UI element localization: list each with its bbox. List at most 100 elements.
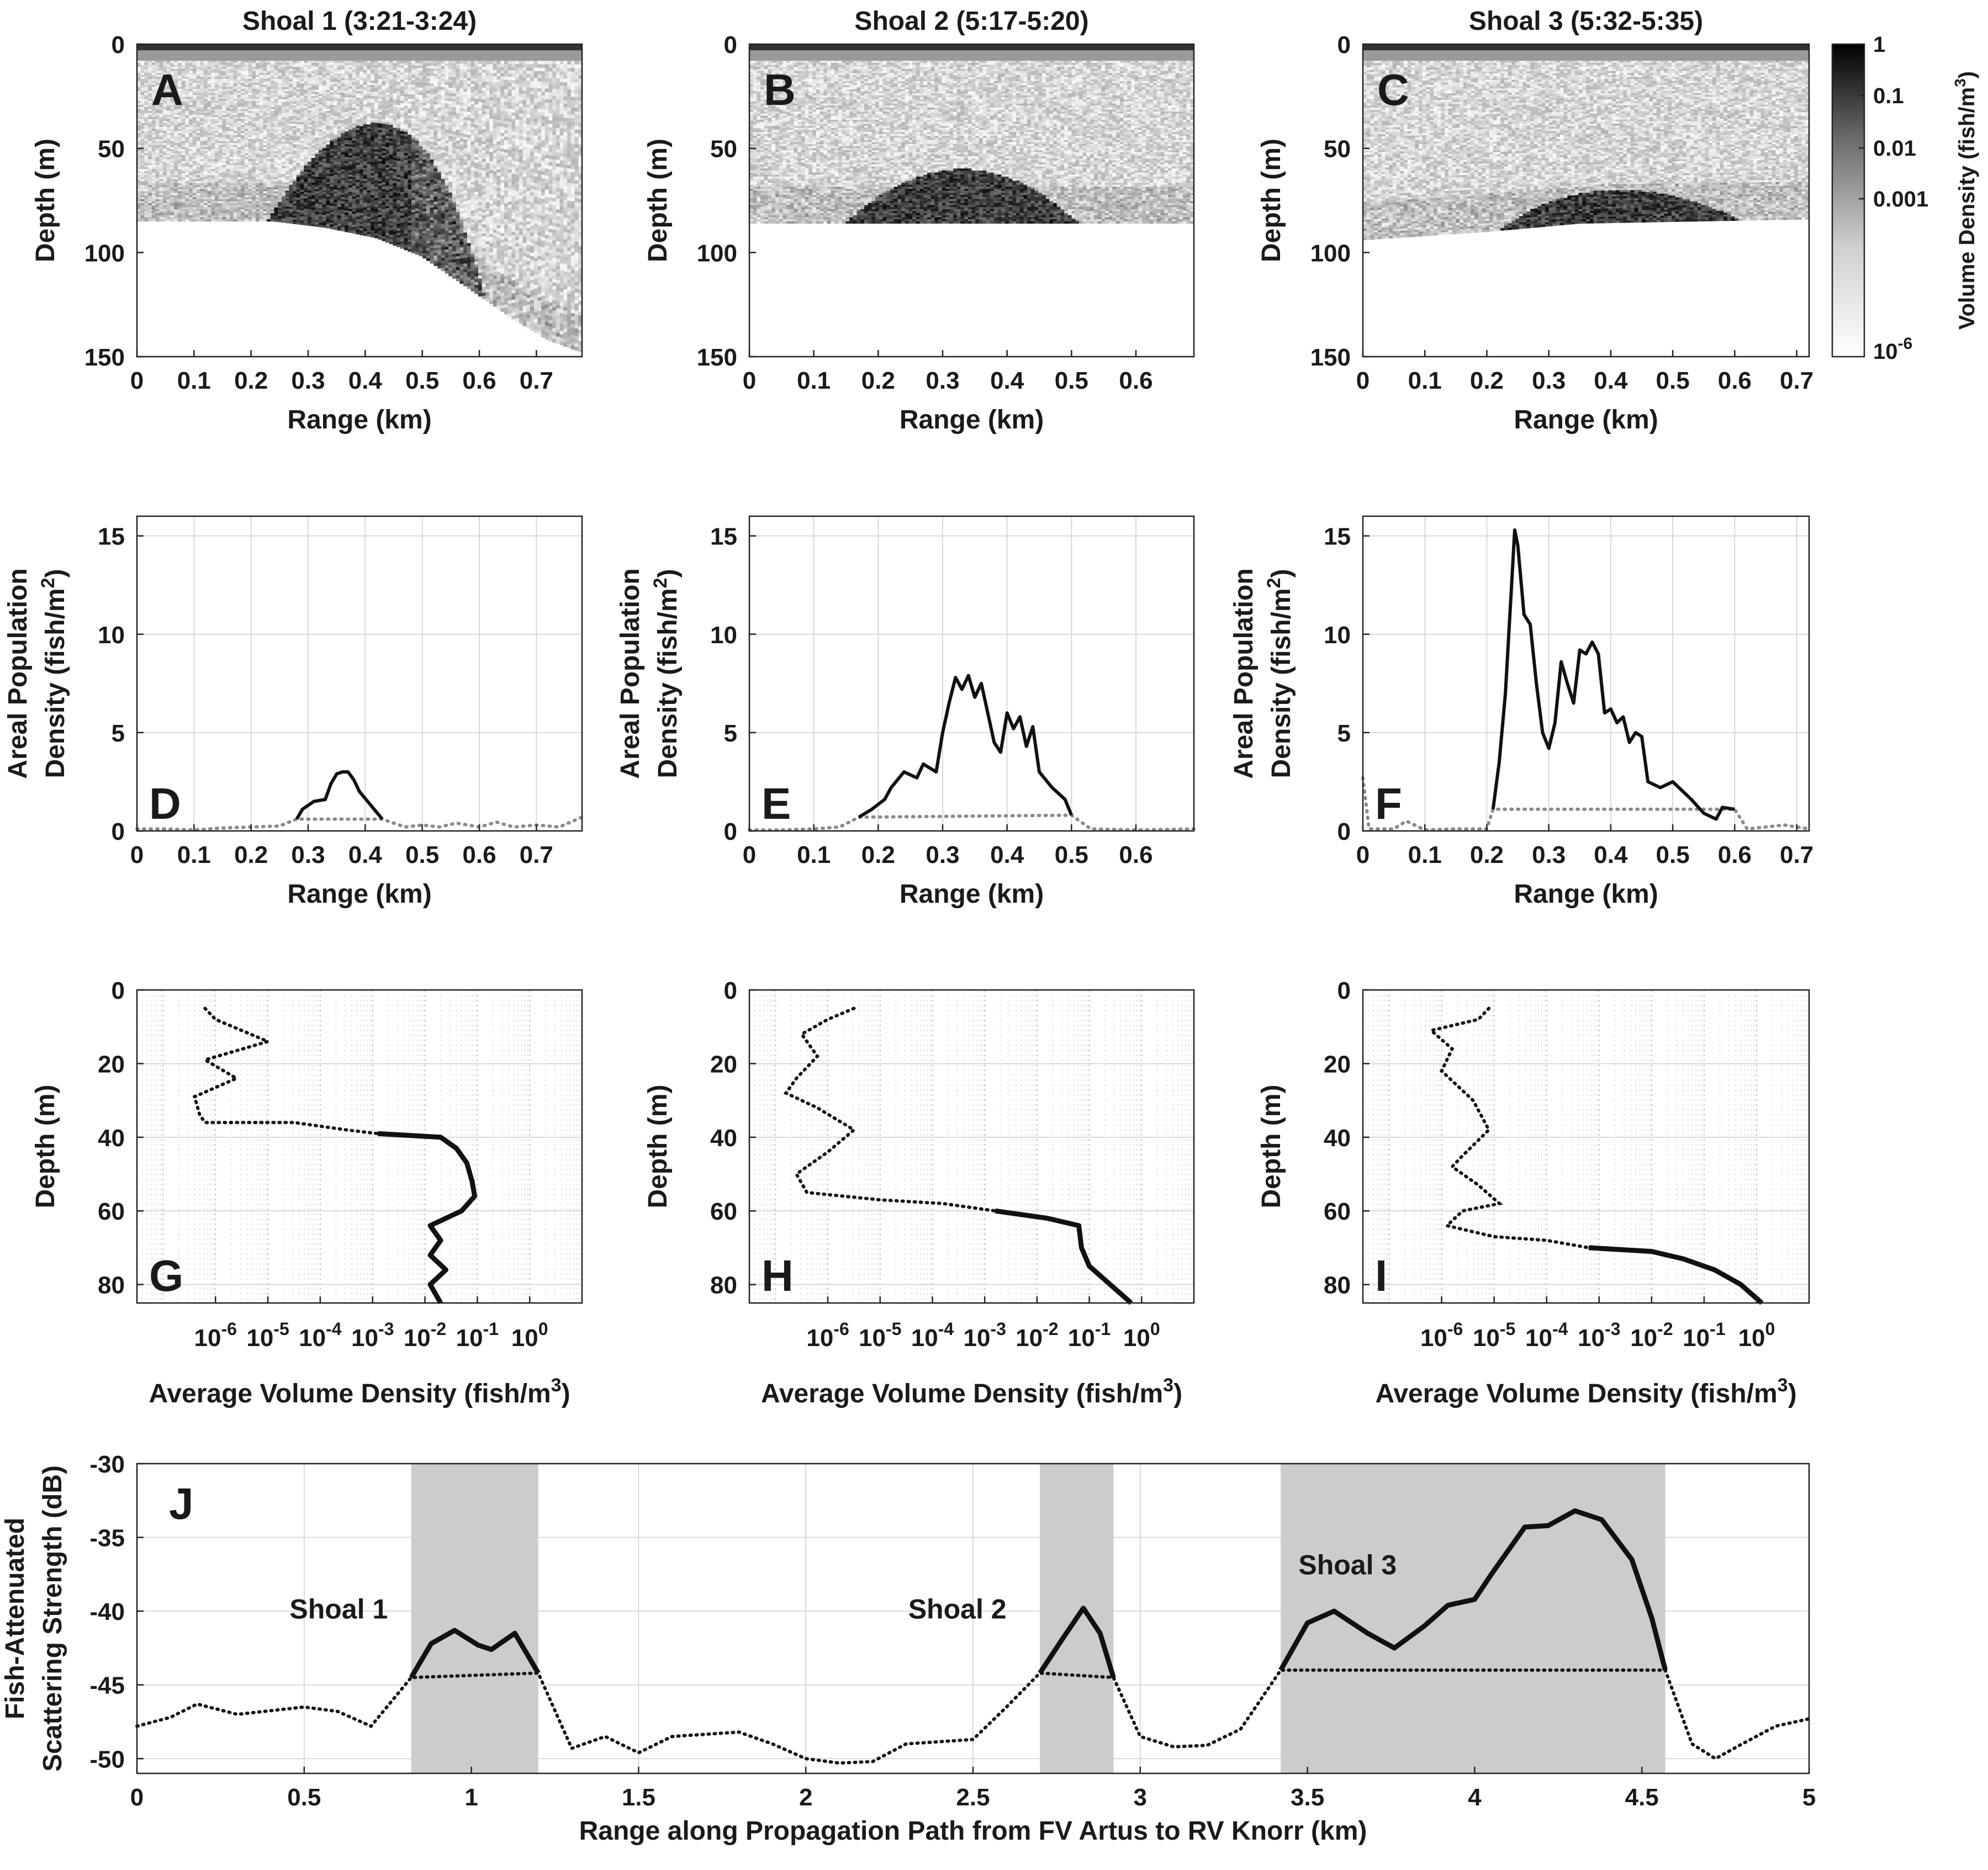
echogram-cell bbox=[144, 75, 148, 77]
echogram-cell bbox=[182, 201, 186, 203]
echogram-cell bbox=[159, 139, 163, 141]
echogram-cell bbox=[193, 135, 197, 137]
surface-band bbox=[137, 44, 582, 50]
echogram-cell bbox=[185, 161, 189, 163]
echogram-cell bbox=[174, 129, 178, 131]
echogram-cell bbox=[152, 159, 156, 161]
echogram-cell bbox=[170, 163, 174, 165]
echogram-cell bbox=[170, 201, 174, 203]
echogram-cell bbox=[174, 135, 178, 137]
echogram-cell bbox=[141, 95, 145, 97]
echogram-cell bbox=[144, 151, 148, 153]
echogram-cell bbox=[159, 175, 163, 177]
echogram-cell bbox=[141, 109, 145, 111]
echogram-cell bbox=[185, 183, 189, 186]
echogram-cell bbox=[193, 63, 197, 65]
echogram-cell bbox=[185, 69, 189, 71]
echogram-cell bbox=[178, 189, 182, 192]
echogram-cell bbox=[193, 125, 197, 127]
echogram-cell bbox=[156, 211, 160, 214]
echogram-cell bbox=[144, 111, 148, 113]
echogram-cell bbox=[144, 213, 148, 215]
echogram-cell bbox=[159, 191, 163, 193]
echogram-cell bbox=[167, 115, 171, 117]
echogram-cell bbox=[159, 209, 163, 211]
echogram-cell bbox=[189, 193, 193, 195]
echogram-cell bbox=[193, 143, 197, 145]
echogram-cell bbox=[193, 151, 197, 153]
echogram-cell bbox=[159, 161, 163, 163]
echogram-cell bbox=[197, 65, 200, 67]
echogram-cell bbox=[193, 67, 197, 69]
echogram-cell bbox=[189, 215, 193, 218]
echogram-cell bbox=[148, 171, 152, 173]
echogram-cell bbox=[197, 109, 200, 111]
echogram-cell bbox=[156, 189, 160, 192]
echogram-cell bbox=[185, 81, 189, 83]
echogram-cell bbox=[152, 187, 156, 189]
echogram-cell bbox=[148, 161, 152, 163]
echogram-cell bbox=[163, 145, 167, 147]
echogram-cell bbox=[159, 127, 163, 129]
echogram-cell bbox=[156, 207, 160, 209]
echogram-cell bbox=[189, 179, 193, 182]
echogram-cell bbox=[152, 185, 156, 187]
echogram-cell bbox=[152, 193, 156, 195]
echogram-cell bbox=[189, 101, 193, 103]
echogram-cell bbox=[167, 157, 171, 160]
echogram-cell bbox=[174, 179, 178, 182]
echogram-cell bbox=[141, 119, 145, 121]
echogram-cell bbox=[148, 125, 152, 127]
echogram-cell bbox=[159, 61, 163, 63]
echogram-cell bbox=[144, 71, 148, 73]
echogram-cell bbox=[163, 159, 167, 161]
echogram-cell bbox=[159, 205, 163, 208]
echogram-cell bbox=[144, 218, 148, 220]
echogram-cell bbox=[152, 151, 156, 153]
echogram-cell bbox=[167, 183, 171, 186]
echogram-cell bbox=[152, 157, 156, 160]
echogram-cell bbox=[178, 203, 182, 205]
echogram-cell bbox=[182, 218, 186, 220]
echogram-cell bbox=[197, 95, 200, 97]
echogram-cell bbox=[193, 89, 197, 91]
echogram-cell bbox=[144, 121, 148, 123]
echogram-cell bbox=[189, 201, 193, 203]
echogram-cell bbox=[148, 169, 152, 171]
echogram-cell bbox=[144, 173, 148, 176]
echogram-cell bbox=[148, 127, 152, 129]
echogram-cell bbox=[185, 77, 189, 79]
echogram-cell bbox=[189, 125, 193, 127]
echogram-cell bbox=[152, 61, 156, 63]
echogram-cell bbox=[174, 199, 178, 202]
echogram-cell bbox=[159, 133, 163, 135]
echogram-cell bbox=[141, 99, 145, 101]
echogram-cell bbox=[156, 169, 160, 171]
echogram-cell bbox=[182, 189, 186, 192]
echogram-cell bbox=[174, 159, 178, 161]
echogram-cell bbox=[163, 163, 167, 165]
echogram-cell bbox=[193, 115, 197, 117]
echogram-cell bbox=[189, 97, 193, 99]
echogram-cell bbox=[193, 97, 197, 99]
echogram-cell bbox=[178, 175, 182, 177]
echogram-cell bbox=[170, 147, 174, 149]
echogram-cell bbox=[156, 139, 160, 141]
echogram-cell bbox=[152, 191, 156, 193]
echogram-cell bbox=[167, 173, 171, 176]
echogram-cell bbox=[182, 195, 186, 198]
echogram-cell bbox=[197, 123, 200, 125]
echogram-cell bbox=[170, 175, 174, 177]
echogram-cell bbox=[148, 61, 152, 63]
echogram-cell bbox=[159, 159, 163, 161]
echogram-cell bbox=[178, 139, 182, 141]
echogram-cell bbox=[174, 133, 178, 135]
echogram-cell bbox=[152, 179, 156, 182]
echogram-cell bbox=[152, 125, 156, 127]
echogram-cell bbox=[156, 175, 160, 177]
echogram-cell bbox=[163, 177, 167, 179]
echogram-cell bbox=[159, 157, 163, 160]
echogram-cell bbox=[193, 169, 197, 171]
echogram-cell bbox=[185, 215, 189, 218]
echogram-cell bbox=[144, 87, 148, 89]
